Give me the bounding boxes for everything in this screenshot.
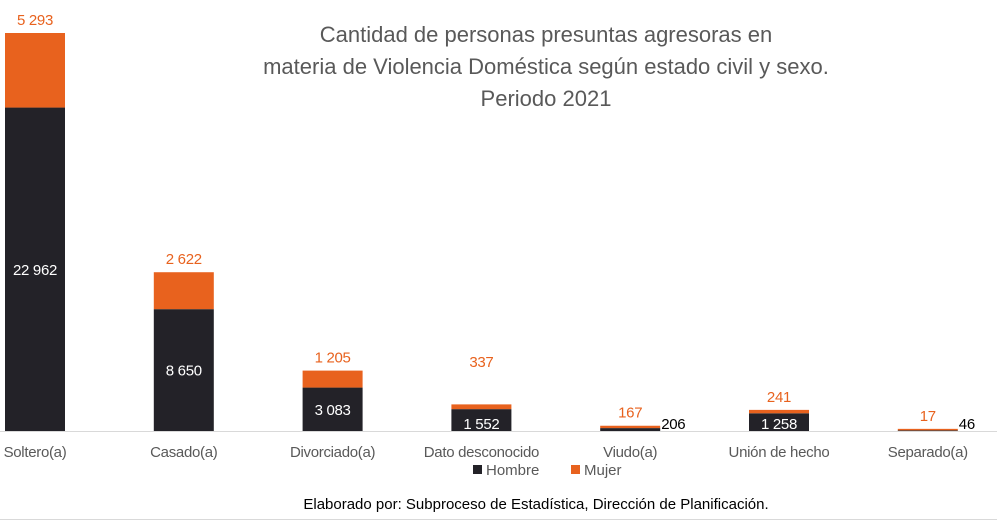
chart-title: Cantidad de personas presuntas agresoras…	[263, 22, 829, 111]
bar-hombre-6	[897, 430, 958, 431]
category-label-2: Divorciado(a)	[290, 444, 376, 461]
data-label-mujer-4: 167	[618, 405, 642, 422]
data-label-hombre-3: 1 552	[463, 416, 499, 433]
data-label-mujer-2: 1 205	[315, 350, 351, 367]
data-label-hombre-1: 8 650	[166, 363, 202, 380]
category-label-3: Dato desconocido	[424, 444, 539, 461]
bar-hombre-5	[749, 413, 809, 431]
bar-hombre-1	[153, 309, 214, 431]
data-label-mujer-5: 241	[767, 389, 791, 406]
data-label-hombre-6: 46	[959, 416, 975, 433]
legend-label-hombre: Hombre	[486, 462, 539, 479]
data-label-hombre-5: 1 258	[761, 416, 797, 433]
bar-mujer-6	[897, 428, 958, 431]
category-label-6: Separado(a)	[888, 444, 968, 461]
data-label-hombre-0: 22 962	[13, 262, 57, 279]
bar-mujer-4	[600, 425, 661, 429]
bar-mujer-2	[302, 370, 363, 388]
source-note: Elaborado por: Subproceso de Estadística…	[303, 496, 768, 513]
data-label-hombre-2: 3 083	[315, 402, 351, 419]
bar-mujer-5	[749, 409, 809, 414]
bar-hombre-0	[5, 107, 65, 431]
legend-swatch-mujer	[571, 465, 580, 474]
data-label-mujer-1: 2 622	[166, 251, 202, 268]
category-label-5: Unión de hecho	[729, 444, 830, 461]
bar-mujer-3	[451, 404, 512, 410]
title-line-1: Cantidad de personas presuntas agresoras…	[320, 22, 773, 47]
bar-hombre-4	[600, 428, 661, 431]
data-label-mujer-3: 337	[469, 354, 493, 371]
category-labels: Soltero(a) Casado(a) Divorciado(a) Dato des…	[4, 444, 969, 461]
bars-group: 22 962 5 293 8 650 2 622 3 083 1 205 1 552 337 2…	[5, 12, 975, 433]
title-line-2: materia de Violencia Doméstica según est…	[263, 54, 829, 79]
data-label-hombre-4: 206	[661, 416, 685, 433]
category-label-4: Viudo(a)	[603, 444, 657, 461]
bar-hombre-3	[451, 409, 512, 431]
bar-hombre-2	[302, 387, 363, 431]
bar-mujer-0	[5, 33, 65, 108]
legend: Hombre Mujer	[473, 462, 622, 479]
category-label-1: Casado(a)	[150, 444, 218, 461]
category-label-0: Soltero(a)	[4, 444, 67, 461]
data-label-mujer-0: 5 293	[17, 12, 53, 29]
data-label-mujer-6: 17	[920, 408, 936, 425]
bar-mujer-1	[153, 272, 214, 310]
title-line-3: Periodo 2021	[481, 86, 612, 111]
legend-label-mujer: Mujer	[584, 462, 622, 479]
legend-swatch-hombre	[473, 465, 482, 474]
